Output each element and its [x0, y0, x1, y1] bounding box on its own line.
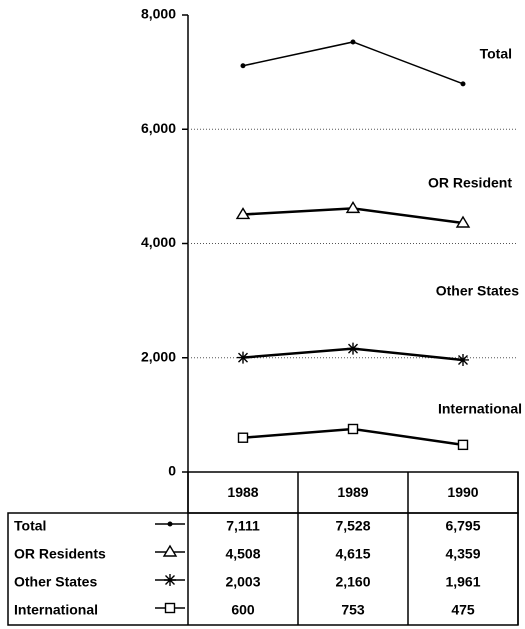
data-point	[350, 39, 356, 45]
y-tick-label: 4,000	[141, 234, 176, 250]
legend-marker	[162, 544, 178, 557]
legend-marker	[167, 521, 173, 527]
value-label: 2,003	[225, 574, 260, 590]
data-point	[347, 342, 359, 355]
value-label: 600	[231, 602, 255, 618]
value-label: 6,795	[445, 518, 480, 534]
data-point	[457, 353, 469, 366]
legend-marker	[164, 602, 176, 614]
data-point	[237, 351, 249, 364]
annotation: OR Resident	[428, 175, 512, 191]
value-label: 2,160	[335, 574, 370, 590]
value-label: 475	[451, 602, 475, 618]
data-point	[457, 439, 469, 451]
x-tick-label: 1988	[227, 484, 258, 500]
value-label: 4,508	[225, 546, 260, 562]
data-point	[235, 207, 251, 220]
legend-label: OR Residents	[14, 546, 106, 562]
y-tick-label: 0	[168, 463, 176, 479]
legend-marker	[164, 574, 176, 586]
x-tick-label: 1989	[337, 484, 368, 500]
y-tick-label: 8,000	[141, 6, 176, 22]
annotation: Total	[480, 46, 512, 62]
data-point	[347, 423, 359, 435]
data-point	[455, 215, 471, 228]
value-label: 4,359	[445, 546, 480, 562]
data-point	[460, 81, 466, 87]
value-label: 4,615	[335, 546, 370, 562]
value-label: 7,528	[335, 518, 370, 534]
value-label: 1,961	[445, 574, 480, 590]
data-point	[237, 432, 249, 443]
legend-label: Total	[14, 518, 46, 534]
y-tick-label: 2,000	[141, 348, 176, 364]
data-point	[240, 63, 246, 69]
annotation: Other States	[436, 283, 519, 299]
data-point	[345, 201, 361, 214]
legend-label: International	[14, 602, 98, 618]
annotation: International	[438, 401, 522, 417]
value-label: 753	[341, 602, 365, 618]
y-tick-label: 6,000	[141, 120, 176, 136]
x-tick-label: 1990	[447, 484, 478, 500]
series-line	[242, 41, 464, 85]
value-label: 7,111	[226, 518, 260, 534]
legend-label: Other States	[14, 574, 97, 590]
